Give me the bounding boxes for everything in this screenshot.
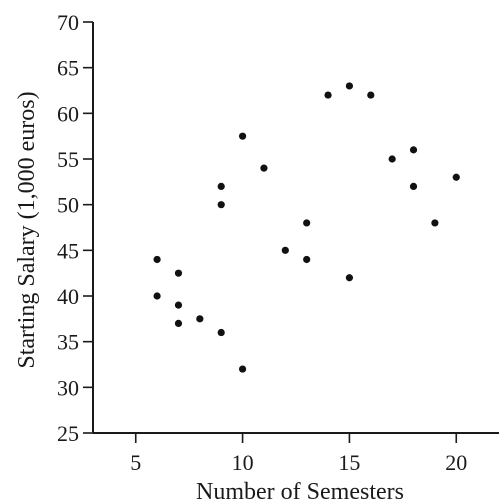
data-point [238, 132, 247, 140]
data-point [303, 219, 311, 227]
data-point [238, 365, 247, 373]
data-point [303, 255, 311, 264]
y-tick-label: 65 [57, 56, 79, 81]
data-point [367, 91, 375, 99]
data-point [431, 219, 439, 227]
x-tick-label: 5 [130, 450, 141, 475]
y-tick-label: 25 [57, 421, 79, 446]
data-points [153, 82, 460, 373]
data-point [452, 173, 460, 181]
y-tick-label: 30 [57, 375, 79, 400]
y-tick-label: 70 [57, 10, 79, 35]
data-point [281, 246, 289, 254]
x-axis-label: Number of Semesters [196, 479, 404, 503]
data-point [388, 155, 396, 163]
data-point [153, 292, 161, 300]
data-point [260, 164, 268, 172]
plot-frame [92, 22, 499, 434]
y-tick-label: 55 [57, 147, 79, 172]
y-axis-label: Starting Salary (1,000 euros) [14, 91, 40, 368]
y-axis: 25 30 35 40 45 50 55 60 65 70 [57, 10, 93, 446]
data-point [217, 182, 225, 190]
y-tick-label: 35 [57, 330, 79, 355]
data-point [174, 301, 183, 309]
data-point [196, 315, 204, 323]
data-point [345, 274, 354, 282]
data-point [174, 269, 183, 277]
data-point [345, 82, 354, 90]
y-tick-label: 60 [57, 101, 79, 126]
x-tick-label: 20 [445, 450, 467, 475]
x-axis: 5 10 15 20 [130, 433, 467, 475]
x-tick-label: 10 [232, 450, 254, 475]
y-tick-label: 45 [57, 238, 79, 263]
data-point [409, 146, 418, 154]
x-tick-label: 15 [338, 450, 360, 475]
data-point [174, 319, 183, 327]
y-tick-label: 50 [57, 193, 79, 218]
data-point [153, 255, 161, 264]
data-point [324, 91, 332, 99]
y-tick-label: 40 [57, 284, 79, 309]
data-point [217, 328, 225, 337]
data-point [409, 182, 418, 190]
data-point [217, 201, 225, 209]
